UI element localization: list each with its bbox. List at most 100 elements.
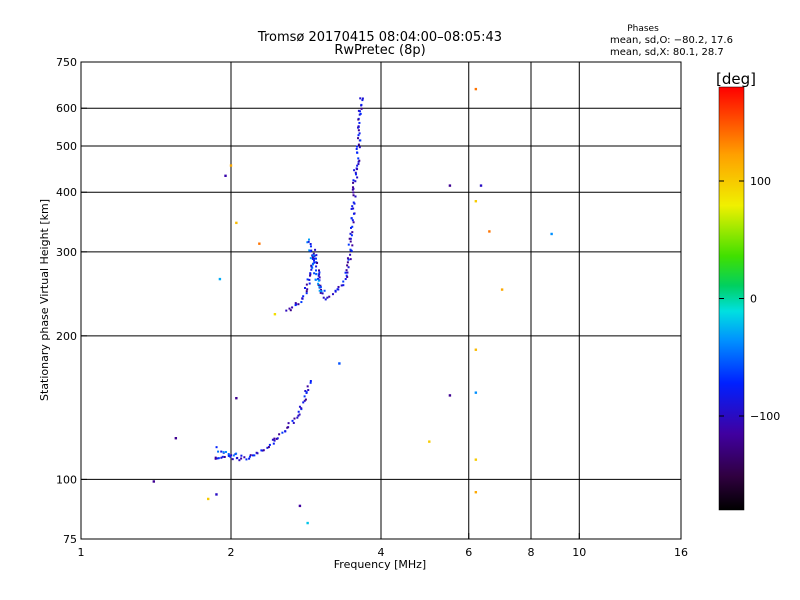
- o-trace-point: [314, 248, 317, 251]
- o-trace-point: [356, 176, 359, 179]
- o-trace-point: [302, 401, 305, 404]
- o-trace-point: [315, 265, 318, 268]
- o-trace-point: [287, 422, 290, 425]
- y-tick-label: 200: [56, 330, 77, 343]
- o-trace-point: [357, 134, 360, 137]
- x-trace-point: [319, 286, 322, 289]
- o-trace-point: [358, 146, 361, 149]
- o-trace-point: [346, 257, 349, 260]
- echo-point: [448, 184, 452, 187]
- o-trace-point: [354, 195, 357, 198]
- o-trace-point: [357, 157, 360, 160]
- o-trace-point: [298, 413, 301, 416]
- o-trace-point: [342, 280, 345, 283]
- o-trace-point: [360, 104, 363, 107]
- x-trace-point: [314, 269, 317, 272]
- colorbar-tick-label: 100: [750, 175, 771, 188]
- o-trace-point: [355, 145, 358, 148]
- stats-line-o: mean, sd,O: −80.2, 17.6: [610, 35, 733, 46]
- echo-point: [235, 396, 238, 400]
- x-trace-point: [312, 262, 315, 265]
- o-trace-point: [346, 261, 349, 264]
- x-trace-point: [309, 245, 312, 248]
- o-trace-point: [314, 257, 317, 260]
- echo-point: [550, 232, 553, 236]
- x-trace-point: [313, 259, 316, 262]
- x-tick-label: 4: [378, 546, 385, 559]
- o-trace-point: [358, 121, 361, 124]
- o-trace-point: [291, 306, 294, 309]
- o-trace-point: [358, 159, 361, 162]
- echo-point: [306, 521, 309, 525]
- o-trace-point: [349, 237, 352, 240]
- echo-point: [474, 348, 478, 351]
- o-trace-point: [317, 283, 320, 286]
- o-trace-point: [305, 283, 308, 286]
- o-trace-point: [346, 271, 349, 274]
- o-trace-point: [260, 449, 263, 452]
- o-trace-point: [304, 389, 307, 392]
- echo-point: [474, 391, 478, 394]
- o-trace-point: [253, 454, 256, 457]
- o-trace-point: [357, 109, 360, 112]
- o-trace-point: [353, 202, 356, 205]
- x-trace-point: [309, 257, 312, 260]
- o-trace-point: [356, 168, 359, 171]
- o-trace-point: [249, 454, 252, 457]
- x-trace-point: [308, 238, 311, 241]
- o-trace-point: [262, 449, 265, 452]
- o-trace-point: [349, 253, 352, 256]
- o-trace-point: [286, 426, 289, 429]
- point-layer: [152, 87, 553, 525]
- o-trace-point: [320, 288, 323, 291]
- o-trace-point: [356, 151, 359, 154]
- o-trace-point: [358, 110, 361, 113]
- o-trace-point: [352, 191, 355, 194]
- o-trace-point: [357, 143, 360, 146]
- o-trace-point: [318, 276, 321, 279]
- o-trace-point: [315, 254, 318, 257]
- echo-point: [479, 184, 483, 187]
- o-trace-point: [350, 234, 353, 237]
- o-trace-point: [351, 244, 354, 247]
- o-trace-point: [273, 439, 276, 442]
- o-trace-point: [357, 125, 360, 128]
- o-trace-point: [345, 269, 348, 272]
- x-trace-point: [318, 289, 321, 292]
- o-trace-point: [347, 266, 350, 269]
- o-trace-point: [342, 284, 345, 287]
- o-trace-point: [245, 458, 248, 461]
- o-trace-point: [291, 419, 294, 422]
- o-trace-point: [352, 179, 355, 182]
- o-trace-point: [293, 417, 296, 420]
- y-axis-ticks: 75 100 200 300 400 500 600 750: [56, 56, 87, 546]
- o-trace-point: [351, 225, 354, 228]
- o-trace-point: [350, 217, 353, 220]
- o-trace-point: [357, 160, 360, 163]
- o-trace-point: [303, 399, 306, 402]
- x-trace-point: [313, 272, 316, 275]
- o-trace-point: [268, 443, 271, 446]
- o-trace-point: [318, 271, 321, 274]
- x-tick-label: 2: [228, 546, 235, 559]
- x-trace-point: [217, 450, 220, 453]
- o-trace-point: [294, 304, 297, 307]
- echo-point: [229, 164, 233, 167]
- x-trace-point: [215, 446, 218, 449]
- echo-point: [474, 491, 478, 494]
- o-trace-point: [321, 292, 324, 295]
- x-axis-ticks: 1 2 4 6 8 10 16: [78, 533, 688, 559]
- o-trace-point: [326, 296, 329, 299]
- x-trace-point: [235, 452, 238, 455]
- o-trace-point: [351, 186, 354, 189]
- o-trace-point: [306, 278, 309, 281]
- o-trace-point: [337, 285, 340, 288]
- o-trace-point: [305, 292, 308, 295]
- echo-point: [218, 277, 222, 281]
- x-tick-label: 1: [78, 546, 85, 559]
- echo-point: [474, 458, 478, 461]
- o-trace-point: [288, 307, 291, 310]
- o-trace-point: [350, 207, 353, 210]
- o-trace-point: [248, 455, 251, 458]
- x-trace-point: [309, 242, 312, 245]
